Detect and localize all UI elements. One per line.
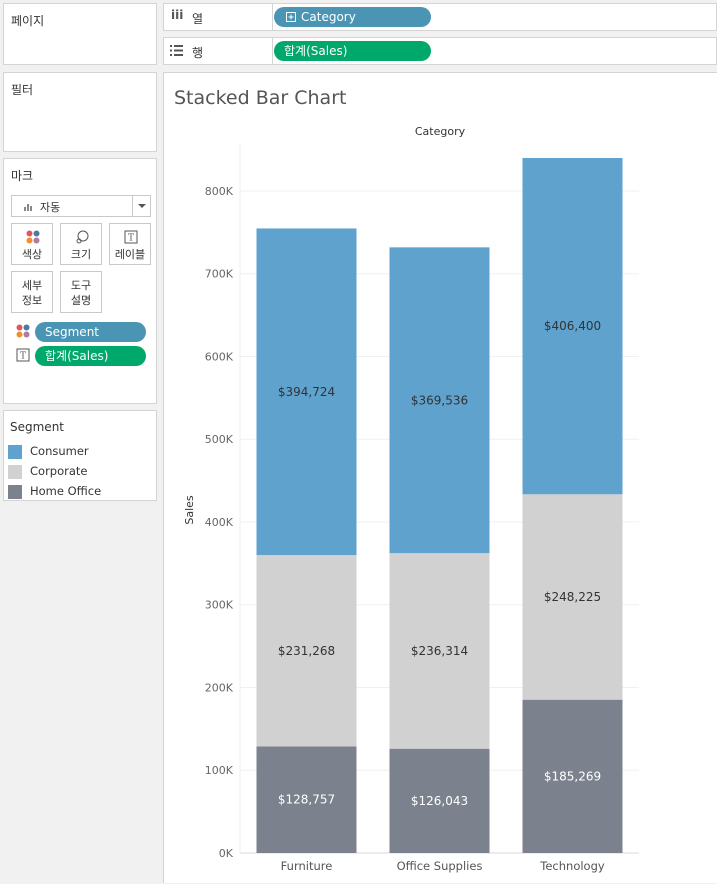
column-header: Category [415, 125, 466, 138]
bar-segment[interactable] [389, 748, 490, 853]
color-button-label: 색상 [21, 248, 43, 261]
data-label: $236,314 [411, 644, 468, 658]
detail-label-line2: 정보 [21, 294, 43, 307]
pages-card[interactable]: 페이지 [3, 3, 157, 65]
tooltip-button-label: 도구 설명 [61, 278, 101, 308]
y-tick-label: 200K [205, 681, 234, 694]
segment-color-pill[interactable]: Segment [35, 322, 146, 342]
legend-label: Corporate [30, 464, 88, 478]
y-tick-label: 500K [205, 433, 234, 446]
category-pill-text: Category [301, 10, 356, 24]
legend-swatch [8, 485, 22, 499]
x-axis: Furniture Office Supplies Technology [281, 859, 605, 873]
detail-label-line1: 세부 [21, 279, 43, 292]
filters-card[interactable]: 필터 [3, 72, 157, 152]
x-tick-label: Office Supplies [397, 859, 483, 873]
sales-label-pill[interactable]: 합계(Sales) [35, 346, 146, 366]
bar-chart-icon [24, 202, 34, 211]
y-tick-label: 300K [205, 599, 234, 612]
bar-segment[interactable] [522, 699, 623, 853]
svg-text:T: T [128, 234, 134, 244]
y-axis-title: Sales [183, 495, 196, 525]
mark-type-dropdown[interactable]: 자동 [11, 195, 151, 217]
data-label: $406,400 [544, 319, 601, 333]
bar-segment[interactable] [256, 228, 357, 556]
sales-pill[interactable]: 합계(Sales) [274, 41, 431, 61]
chart-view: Stacked Bar Chart Category Sales 0K 100K 2… [163, 72, 717, 883]
rows-icon [170, 45, 183, 56]
data-label: $369,536 [411, 393, 468, 407]
x-tick-label: Technology [539, 859, 605, 873]
marks-card: 마크 자동 색상 크기 T 레이블 세부 정보 도구 [3, 158, 157, 404]
y-tick-label: 800K [205, 185, 234, 198]
color-button[interactable]: 색상 [11, 223, 53, 265]
category-pill[interactable]: Category [274, 7, 431, 27]
legend-title: Segment [10, 420, 64, 434]
data-label: $128,757 [278, 793, 335, 807]
data-label: $185,269 [544, 769, 601, 783]
rows-shelf[interactable]: 행 합계(Sales) [163, 37, 717, 65]
color-dots-icon [26, 230, 40, 244]
bar-segment[interactable] [256, 555, 357, 747]
text-encoding-icon: T [16, 348, 30, 362]
rows-label-text: 행 [192, 46, 204, 60]
columns-icon: iii [171, 8, 184, 22]
bar-segment[interactable] [389, 553, 490, 749]
bar-segment[interactable] [522, 494, 623, 700]
segment-legend: Segment Consumer Corporate Home Office [3, 410, 157, 501]
tooltip-button[interactable]: 도구 설명 [60, 271, 102, 313]
color-encoding-icon [16, 324, 30, 338]
expand-plus-icon[interactable] [286, 12, 296, 22]
columns-shelf-label: iii 열 [164, 4, 273, 30]
bar-segment[interactable] [522, 157, 623, 495]
legend-swatch [8, 445, 22, 459]
y-tick-label: 700K [205, 268, 234, 281]
mark-type-value: 자동 [40, 201, 61, 214]
filters-title: 필터 [11, 83, 34, 97]
detail-button-label: 세부 정보 [12, 278, 52, 308]
y-tick-label: 0K [219, 847, 234, 860]
detail-button[interactable]: 세부 정보 [11, 271, 53, 313]
text-label-icon: T [124, 230, 138, 244]
legend-label: Consumer [30, 444, 89, 458]
y-tick-label: 100K [205, 764, 234, 777]
size-icon [76, 230, 89, 244]
bars: $128,757 $231,268 $394,724 $126,043 $236,314… [256, 157, 623, 853]
x-tick-label: Furniture [281, 859, 333, 873]
data-label: $231,268 [278, 644, 335, 658]
data-label: $394,724 [278, 385, 335, 399]
size-button[interactable]: 크기 [60, 223, 102, 265]
rows-shelf-label: 행 [164, 38, 273, 64]
size-button-label: 크기 [70, 248, 92, 261]
stacked-bar-chart: Category Sales 0K 100K 200K 300K 400K 500K 600… [183, 125, 639, 873]
y-tick-label: 600K [205, 350, 234, 363]
columns-label-text: 열 [192, 12, 204, 26]
tooltip-label-line1: 도구 [70, 279, 92, 292]
chart-title: Stacked Bar Chart [174, 87, 347, 109]
data-label: $248,225 [544, 590, 601, 604]
data-label: $126,043 [411, 794, 468, 808]
marks-title: 마크 [11, 169, 34, 183]
legend-label: Home Office [30, 484, 102, 498]
y-tick-label: 400K [205, 516, 234, 529]
label-button-label: 레이블 [114, 248, 146, 261]
tooltip-label-line2: 설명 [70, 294, 92, 307]
svg-text:T: T [20, 352, 26, 362]
label-button[interactable]: T 레이블 [109, 223, 151, 265]
y-axis: 0K 100K 200K 300K 400K 500K 600K 700K 800K [205, 185, 234, 860]
bar-segment[interactable] [256, 746, 357, 853]
chevron-down-icon[interactable] [132, 196, 150, 216]
columns-shelf[interactable]: iii 열 Category [163, 3, 717, 31]
pages-title: 페이지 [11, 14, 45, 28]
bar-segment[interactable] [389, 247, 490, 554]
legend-swatch [8, 465, 22, 479]
